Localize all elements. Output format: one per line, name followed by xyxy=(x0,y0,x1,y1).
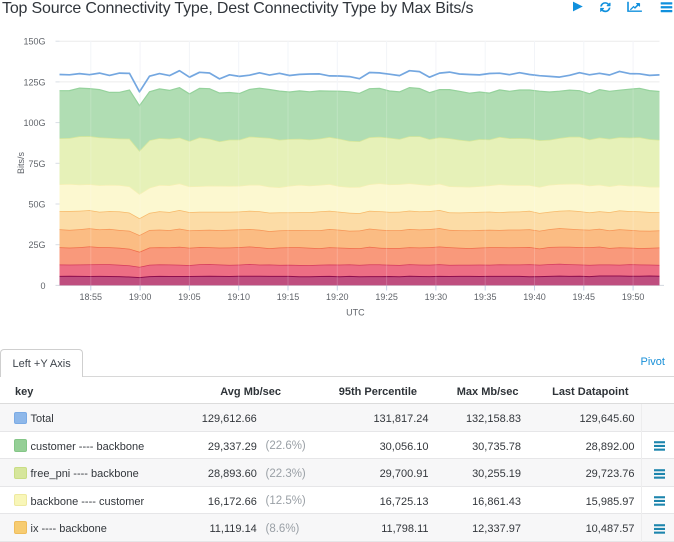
svg-text:150G: 150G xyxy=(23,37,45,47)
svg-text:19:00: 19:00 xyxy=(129,292,152,302)
svg-text:19:35: 19:35 xyxy=(474,292,497,302)
svg-text:18:55: 18:55 xyxy=(80,292,103,302)
svg-text:19:10: 19:10 xyxy=(227,292,250,302)
svg-text:75G: 75G xyxy=(28,159,45,169)
svg-text:19:40: 19:40 xyxy=(523,292,546,302)
svg-text:125G: 125G xyxy=(23,77,45,87)
svg-text:50G: 50G xyxy=(28,200,45,210)
svg-text:19:05: 19:05 xyxy=(178,292,201,302)
svg-text:0: 0 xyxy=(40,281,45,291)
svg-text:19:30: 19:30 xyxy=(425,292,448,302)
svg-text:Bits/s: Bits/s xyxy=(16,152,26,175)
svg-text:19:25: 19:25 xyxy=(375,292,398,302)
svg-text:UTC: UTC xyxy=(346,307,365,317)
svg-text:19:50: 19:50 xyxy=(622,292,645,302)
svg-text:19:45: 19:45 xyxy=(573,292,596,302)
svg-text:100G: 100G xyxy=(23,118,45,128)
svg-text:19:15: 19:15 xyxy=(277,292,300,302)
svg-text:19:20: 19:20 xyxy=(326,292,349,302)
svg-text:25G: 25G xyxy=(28,240,45,250)
